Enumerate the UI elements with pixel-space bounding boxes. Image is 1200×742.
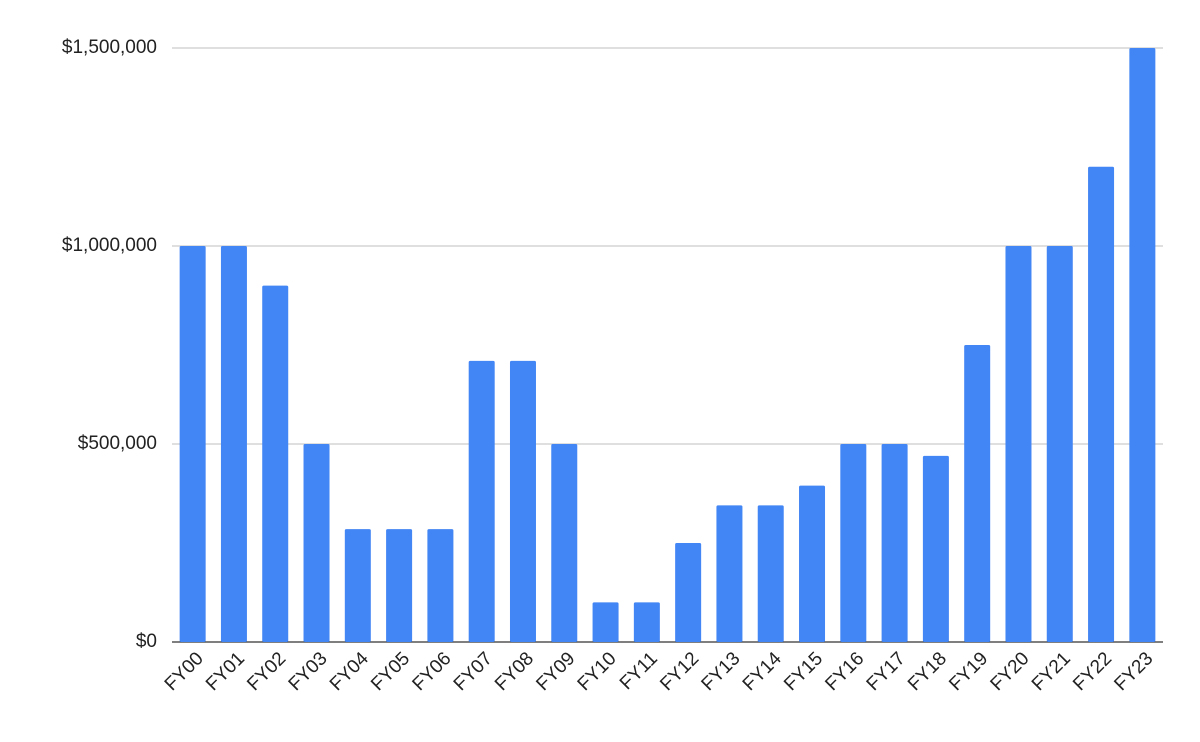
y-tick-label: $0 — [136, 631, 157, 652]
x-tick-label: FY21 — [1028, 648, 1075, 695]
bar — [220, 246, 247, 642]
x-tick-label: FY09 — [532, 648, 579, 695]
bar — [922, 455, 949, 642]
x-tick-label: FY08 — [491, 648, 538, 695]
x-tick-label: FY05 — [367, 648, 414, 695]
bar — [303, 444, 330, 642]
y-tick-label: $1,000,000 — [62, 235, 157, 256]
x-tick-label: FY17 — [863, 648, 910, 695]
y-tick-label: $1,500,000 — [62, 37, 157, 58]
x-tick-label: FY14 — [739, 648, 786, 695]
x-tick-label: FY10 — [574, 648, 621, 695]
bar — [262, 285, 289, 642]
bar — [179, 246, 206, 642]
x-tick-label: FY11 — [616, 648, 662, 694]
x-tick-label: FY13 — [698, 648, 745, 695]
bar — [964, 345, 991, 642]
x-tick-label: FY16 — [821, 648, 868, 695]
bar — [716, 505, 743, 642]
x-tick-label: FY01 — [202, 648, 249, 695]
x-tick-label: FY19 — [945, 648, 992, 695]
bar — [551, 444, 578, 642]
y-tick-label: $500,000 — [78, 433, 157, 454]
x-tick-label: FY23 — [1110, 648, 1157, 695]
x-tick-label: FY22 — [1069, 648, 1116, 695]
bar — [344, 529, 371, 642]
bar — [427, 529, 454, 642]
x-tick-label: FY07 — [450, 648, 497, 695]
bar — [881, 444, 908, 642]
x-tick-label: FY15 — [780, 648, 827, 695]
bar — [386, 529, 413, 642]
x-tick-label: FY18 — [904, 648, 951, 695]
bar — [509, 360, 536, 642]
bar — [1005, 246, 1032, 642]
bar — [799, 485, 826, 642]
bar — [757, 505, 784, 642]
x-tick-label: FY02 — [243, 648, 290, 695]
bar — [1088, 166, 1115, 643]
bar — [468, 360, 495, 642]
bar — [633, 602, 660, 642]
bar — [840, 444, 867, 642]
x-tick-label: FY12 — [656, 648, 703, 695]
x-tick-label: FY03 — [285, 648, 332, 695]
bar — [1129, 48, 1156, 642]
bar — [675, 543, 702, 642]
x-tick-label: FY04 — [326, 648, 373, 695]
x-tick-label: FY06 — [409, 648, 456, 695]
x-tick-label: FY20 — [987, 648, 1034, 695]
bar — [1046, 246, 1073, 642]
bar — [592, 602, 619, 642]
x-tick-label: FY00 — [161, 648, 208, 695]
